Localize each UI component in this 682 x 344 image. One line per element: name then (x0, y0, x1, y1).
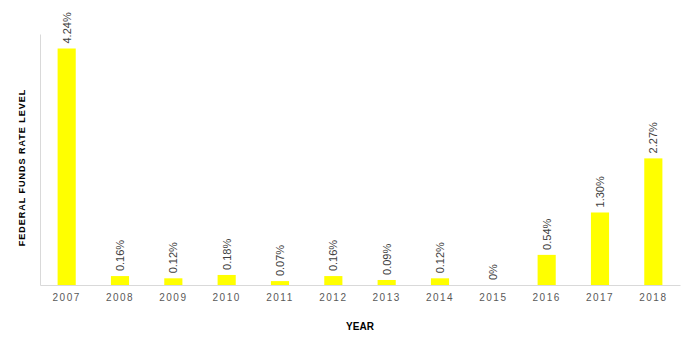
data-label: 0.09% (381, 244, 393, 275)
bar (164, 278, 182, 285)
x-tick-label: 2011 (266, 292, 294, 303)
data-label: 1.30% (594, 176, 606, 207)
bar (431, 278, 449, 285)
bar (484, 285, 502, 286)
x-tick-label: 2018 (639, 292, 667, 303)
bar (111, 276, 129, 285)
x-tick-label: 2010 (213, 292, 241, 303)
bar (378, 280, 396, 285)
x-tick-label: 2008 (106, 292, 134, 303)
x-tick: 2009 (159, 285, 187, 303)
data-labels: 4.24% 0.16% 0.12% 0.18% 0.07% 0.16% 0.09% 0.12%… (61, 12, 660, 280)
bar (591, 212, 609, 285)
bar (538, 255, 556, 285)
x-tick-label: 2009 (159, 292, 187, 303)
bar (644, 158, 662, 285)
x-tick: 2014 (426, 285, 454, 303)
data-label: 0% (487, 264, 499, 280)
x-tick-label: 2012 (319, 292, 347, 303)
x-tick-label: 2014 (426, 292, 454, 303)
x-axis-title: YEAR (346, 321, 375, 332)
x-axis-line (41, 285, 681, 286)
x-tick: 2012 (319, 285, 347, 303)
data-label: 2.27% (647, 122, 659, 153)
x-tick-label: 2015 (479, 292, 507, 303)
x-tick: 2010 (213, 285, 241, 303)
bar (324, 276, 342, 285)
data-label: 0.18% (221, 239, 233, 270)
x-tick: 2015 (479, 285, 507, 303)
data-label: 0.16% (114, 240, 126, 271)
x-tick-label: 2013 (373, 292, 401, 303)
y-axis-line (40, 35, 41, 286)
bar (271, 281, 289, 285)
data-label: 0.12% (434, 242, 446, 273)
x-tick: 2016 (533, 285, 561, 303)
bars (58, 49, 663, 285)
plot: 2007 2008 2009 2010 2011 2012 2013 2014 2015 2016… (41, 12, 681, 303)
y-axis-title: FEDERAL FUNDS RATE LEVEL (17, 89, 27, 247)
data-label: 0.12% (167, 242, 179, 273)
x-tick: 2017 (586, 285, 614, 303)
x-tick-label: 2017 (586, 292, 614, 303)
x-tick-label: 2007 (53, 292, 81, 303)
chart: 2007 2008 2009 2010 2011 2012 2013 2014 2015 2016… (0, 0, 682, 344)
x-tick: 2018 (639, 285, 667, 303)
bar (218, 275, 236, 285)
bar (58, 49, 76, 285)
x-tick: 2013 (373, 285, 401, 303)
data-label: 0.07% (274, 245, 286, 276)
y-axis (40, 35, 41, 286)
x-axis: 2007 2008 2009 2010 2011 2012 2013 2014 2015 2016… (41, 285, 681, 303)
x-tick: 2008 (106, 285, 134, 303)
data-label: 0.16% (327, 240, 339, 271)
data-label: 0.54% (541, 218, 553, 249)
x-tick: 2007 (53, 285, 81, 303)
x-tick-label: 2016 (533, 292, 561, 303)
x-tick: 2011 (266, 285, 294, 303)
data-label: 4.24% (61, 12, 73, 43)
